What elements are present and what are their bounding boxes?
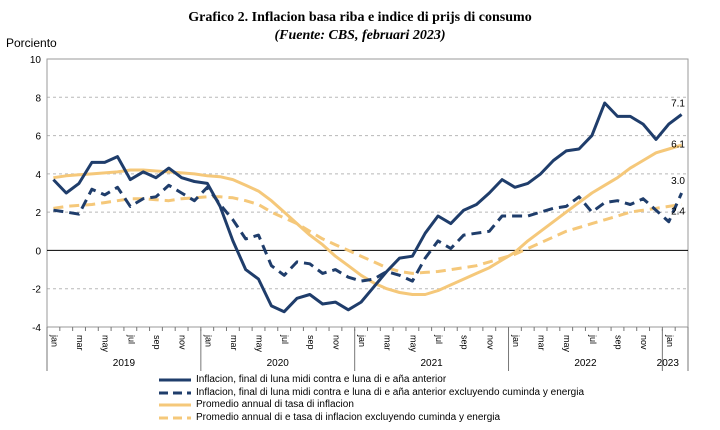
chart-subtitle: (Fuente: CBS, februari 2023) [274, 28, 446, 43]
x-tick-label: nov [178, 335, 188, 350]
x-tick-label: jul [588, 334, 598, 344]
year-label: 2022 [574, 358, 597, 369]
gridlines [47, 96, 688, 290]
series-line-2 [53, 183, 683, 283]
y-tick-label: -2 [32, 285, 41, 296]
data-label: 3.0 [671, 176, 685, 187]
x-tick-label: mar [383, 335, 393, 351]
data-label: 7.1 [671, 99, 685, 110]
y-axis-label: Porciento [6, 36, 57, 50]
year-label: 2023 [657, 358, 680, 369]
x-tick-label: nov [331, 335, 341, 350]
y-tick-label: 4 [35, 170, 41, 181]
legend-item: Inflacion, final di luna midi contra e l… [158, 387, 584, 400]
y-tick-label: 0 [35, 246, 41, 257]
series-lines [52, 101, 683, 314]
x-tick-label: jan [49, 334, 59, 347]
legend-label: Inflacion, final di luna midi contra e l… [196, 374, 447, 385]
x-tick-label: jul [280, 334, 290, 344]
annotations: 7.1 6.1 3.0 2.4 [671, 99, 685, 218]
x-tick-label: may [408, 335, 418, 353]
series-line-1 [52, 101, 683, 314]
chart-title: Grafico 2. Inflacion basa riba e indice … [188, 10, 532, 25]
x-tick-label: mar [537, 335, 547, 351]
x-tick-label: sep [613, 335, 623, 350]
legend-label: Inflacion, final di luna midi contra e l… [196, 386, 585, 398]
x-tick-label: nov [639, 335, 649, 350]
x-tick-label: sep [152, 335, 162, 350]
y-tick-label: -4 [32, 323, 41, 334]
x-tick-label: may [562, 335, 572, 353]
x-tick-label: mar [75, 335, 85, 351]
data-label: 6.1 [671, 140, 685, 151]
year-label: 2020 [267, 358, 290, 369]
y-tick-label: 8 [35, 93, 41, 104]
x-tick-label: jul [434, 334, 444, 344]
year-label: 2019 [113, 358, 136, 369]
legend-item: Promedio annual di e tasa di inflacion e… [158, 412, 584, 425]
y-tick-label: 10 [30, 55, 42, 66]
series-line-3 [53, 143, 683, 296]
x-tick-label: may [101, 335, 111, 353]
x-tick-label: nov [485, 335, 495, 350]
year-label: 2021 [420, 358, 443, 369]
x-tick-label: sep [306, 335, 316, 350]
legend: Inflacion, final di luna midi contra e l… [158, 374, 584, 424]
data-label: 2.4 [671, 206, 685, 217]
x-tick-label: jan [203, 334, 213, 347]
x-tick-label: may [255, 335, 265, 353]
legend-item: Inflacion, final di luna midi contra e l… [158, 374, 584, 387]
legend-item: Promedio annual di tasa di inflacion [158, 399, 584, 412]
x-tick-label: mar [229, 335, 239, 351]
x-tick-label: jan [665, 334, 675, 347]
x-tick-label: jan [357, 334, 367, 347]
y-tick-label: 6 [35, 132, 41, 143]
series-line-4 [53, 195, 682, 275]
legend-label: Promedio annual di tasa di inflacion [196, 399, 354, 410]
x-tick-label: sep [460, 335, 470, 350]
y-tick-label: 2 [35, 208, 41, 219]
axes: -4 -2 0 2 4 6 8 10 jan mar may jul sep nov jan mar may ju… [30, 55, 689, 371]
legend-label: Promedio annual di e tasa di inflacion e… [196, 411, 501, 423]
x-tick-label: jul [126, 334, 136, 344]
x-tick-label: jan [511, 334, 521, 347]
